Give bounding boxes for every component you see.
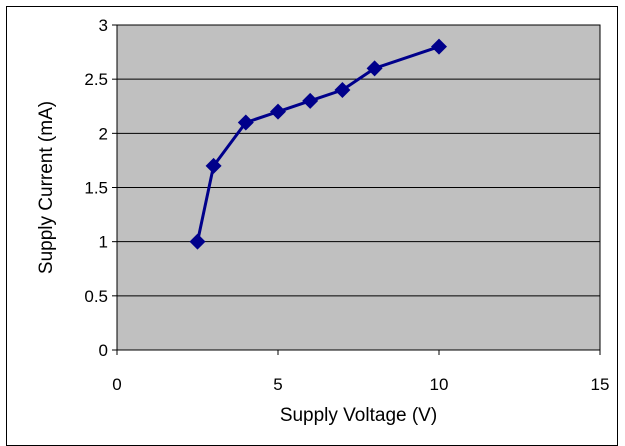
y-tick-label: 2.5	[84, 70, 108, 89]
y-tick-label: 0.5	[84, 287, 108, 306]
series-line	[196, 45, 440, 242]
y-axis-title: Supply Current (mA)	[36, 101, 57, 274]
x-tick-label: 10	[430, 375, 449, 394]
data-point	[431, 38, 447, 55]
data-point	[237, 114, 254, 131]
x-axis-title: Supply Voltage (V)	[280, 405, 437, 426]
y-tick-label: 2	[99, 124, 108, 143]
x-tick-label: 0	[112, 375, 121, 394]
data-point	[189, 233, 206, 250]
supply-current-chart: 0 0.5 1 1.5 2 2.5 3 0 5 10 15 Supply Voltage (V) S…	[36, 16, 610, 426]
y-tick-label: 1.5	[84, 179, 108, 198]
y-tick-label: 0	[99, 341, 108, 360]
y-tick-label: 1	[99, 233, 108, 252]
y-tick-label: 3	[99, 16, 108, 35]
data-point	[302, 92, 319, 109]
data-point	[334, 82, 351, 98]
data-point	[366, 60, 383, 77]
x-tick-label: 15	[591, 375, 610, 394]
x-tick-label: 5	[273, 375, 282, 394]
data-point	[270, 103, 286, 120]
data-point	[205, 157, 222, 174]
